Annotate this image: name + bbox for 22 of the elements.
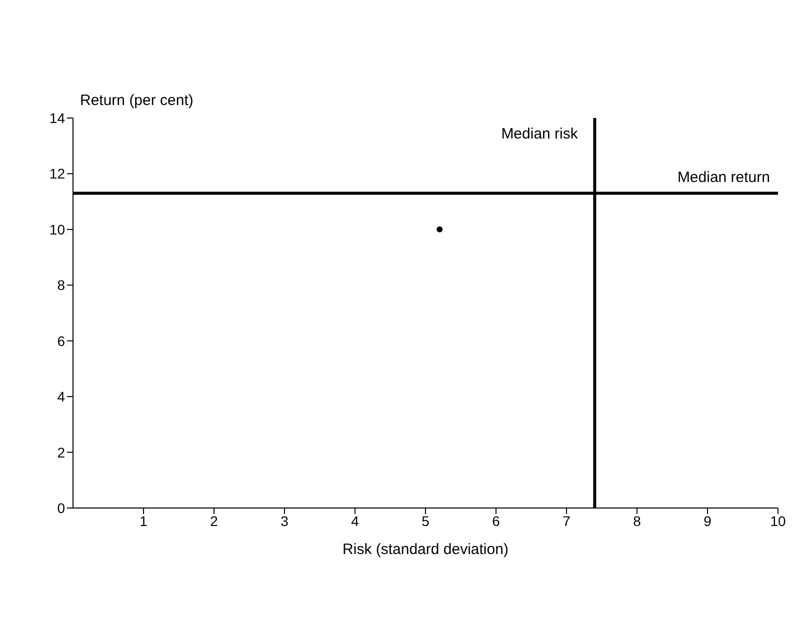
y-axis-title: Return (per cent) [80, 92, 194, 109]
y-tick-label: 8 [57, 277, 66, 294]
ref-line-label: Median risk [501, 126, 578, 143]
x-tick-label: 9 [704, 512, 712, 529]
ref-line-label: Median return [677, 168, 770, 186]
x-tick-label: 8 [633, 512, 642, 529]
x-tick-label: 4 [351, 512, 360, 529]
x-axis-title: Risk (standard deviation) [342, 541, 508, 558]
x-tick-label: 3 [280, 512, 289, 529]
y-tick-label: 0 [57, 500, 66, 516]
y-tick-label: 12 [49, 166, 66, 182]
y-tick-label: 2 [57, 444, 66, 460]
x-tick-label: 6 [492, 512, 500, 529]
y-tick-label: 6 [57, 332, 66, 349]
x-tick-label: 10 [770, 512, 786, 529]
x-tick-label: 7 [562, 512, 571, 529]
x-tick-label: 1 [140, 512, 148, 529]
x-tick-label: 5 [422, 512, 430, 529]
y-tick-label: 4 [57, 388, 66, 405]
y-tick-label: 14 [49, 110, 66, 126]
x-tick-label: 2 [210, 512, 218, 529]
y-tick-label: 10 [49, 221, 66, 238]
